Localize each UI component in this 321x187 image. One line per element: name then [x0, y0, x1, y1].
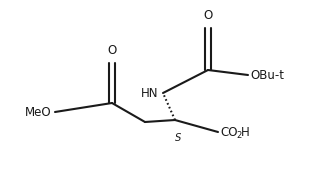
Text: S: S: [175, 133, 181, 143]
Text: CO: CO: [220, 126, 238, 140]
Text: OBu-t: OBu-t: [250, 68, 284, 82]
Text: HN: HN: [141, 87, 158, 99]
Text: H: H: [241, 126, 250, 140]
Text: 2: 2: [236, 131, 241, 140]
Text: O: O: [108, 44, 117, 57]
Text: O: O: [204, 9, 213, 22]
Text: MeO: MeO: [25, 105, 52, 119]
